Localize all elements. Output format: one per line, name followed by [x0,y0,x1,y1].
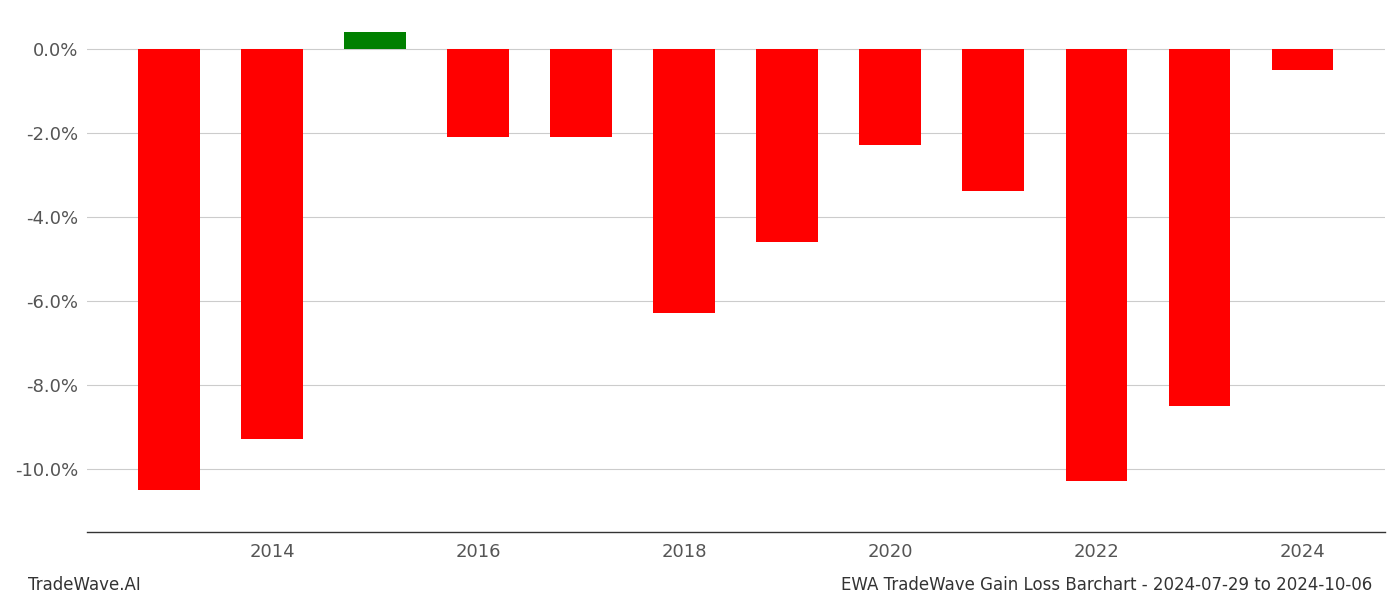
Bar [241,49,302,439]
Text: EWA TradeWave Gain Loss Barchart - 2024-07-29 to 2024-10-06: EWA TradeWave Gain Loss Barchart - 2024-… [841,576,1372,594]
Bar [756,49,818,242]
Bar [550,49,612,137]
Bar [344,32,406,49]
Text: TradeWave.AI: TradeWave.AI [28,576,141,594]
Bar [1169,49,1231,406]
Bar [1065,49,1127,481]
Bar [654,49,715,313]
Bar [447,49,510,137]
Bar [139,49,200,490]
Bar [962,49,1025,191]
Bar [860,49,921,145]
Bar [1271,49,1333,70]
